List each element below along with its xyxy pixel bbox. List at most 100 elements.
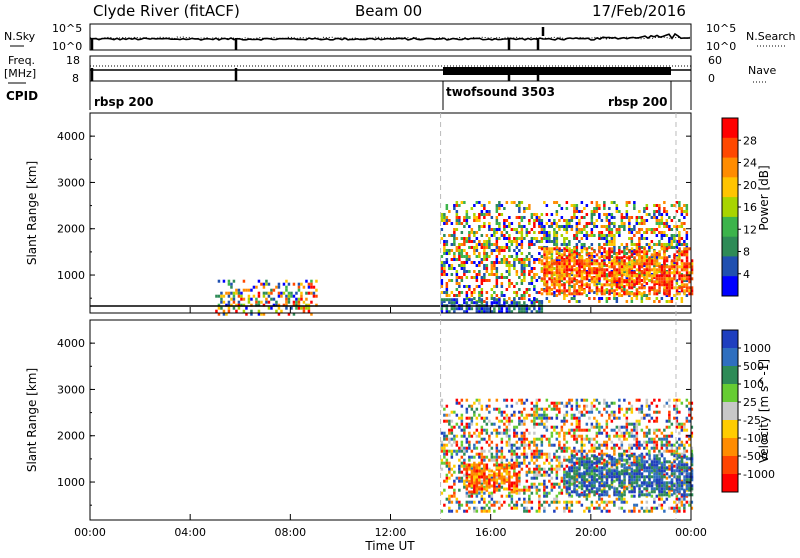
heatmap-cell — [495, 446, 499, 450]
heatmap-cell — [658, 437, 661, 441]
heatmap-cell — [498, 466, 501, 470]
heatmap-cell — [528, 509, 531, 513]
heatmap-cell — [635, 460, 639, 464]
heatmap-cell — [593, 449, 596, 453]
heatmap-cell — [610, 485, 614, 489]
heatmap-cell — [690, 277, 694, 281]
heatmap-cell — [540, 225, 544, 228]
heatmap-cell — [598, 466, 601, 470]
heatmap-cell — [683, 428, 686, 432]
heatmap-cell — [265, 291, 268, 295]
heatmap-cell — [285, 306, 288, 310]
heatmap-cell — [590, 490, 594, 494]
heatmap-cell — [598, 207, 601, 210]
heatmap-cell — [548, 440, 551, 444]
heatmap-cell — [543, 274, 546, 278]
heatmap-cell — [613, 277, 616, 281]
heatmap-cell — [450, 410, 454, 414]
heatmap-cell — [658, 478, 661, 482]
heatmap-cell — [473, 443, 476, 447]
heatmap-cell — [575, 237, 579, 240]
heatmap-cell — [478, 310, 481, 314]
heatmap-cell — [448, 437, 451, 441]
heatmap-cell — [615, 416, 619, 420]
heatmap-cell — [603, 274, 606, 278]
heatmap-cell — [673, 416, 676, 420]
heatmap-cell — [483, 204, 486, 207]
heatmap-cell — [470, 246, 474, 249]
heatmap-cell — [525, 255, 529, 258]
heatmap-cell — [598, 282, 601, 285]
heatmap-cell — [548, 461, 551, 465]
heatmap-cell — [295, 297, 298, 301]
heatmap-cell — [660, 256, 664, 260]
heatmap-cell — [480, 472, 484, 476]
heatmap-cell — [458, 291, 461, 294]
heatmap-cell — [613, 234, 616, 237]
heatmap-cell — [620, 484, 624, 488]
heatmap-cell — [630, 446, 634, 450]
heatmap-cell — [675, 246, 679, 249]
heatmap-cell — [453, 491, 456, 495]
heatmap-cell — [628, 256, 631, 260]
heatmap-cell — [515, 475, 519, 479]
heatmap-cell — [495, 298, 499, 302]
heatmap-cell — [510, 497, 514, 501]
heatmap-cell — [550, 280, 554, 284]
search-noise-trace — [89, 36, 691, 40]
heatmap-cell — [525, 464, 529, 468]
heatmap-cell — [588, 256, 591, 260]
heatmap-cell — [523, 237, 526, 240]
heatmap-cell — [633, 469, 636, 473]
heatmap-cell — [445, 243, 449, 246]
heatmap-cell — [613, 283, 616, 287]
heatmap-cell — [493, 458, 496, 462]
heatmap-cell — [675, 440, 679, 444]
heatmap-cell — [465, 422, 469, 426]
heatmap-cell — [237, 294, 241, 298]
heatmap-cell — [625, 431, 629, 435]
heatmap-cell — [465, 307, 469, 311]
heatmap-cell — [615, 475, 619, 479]
heatmap-cell — [558, 292, 561, 296]
heatmap-cell — [613, 265, 616, 269]
heatmap-cell — [605, 410, 609, 414]
colorbar-tick-label: -100 — [743, 432, 768, 445]
heatmap-cell — [573, 256, 576, 260]
heatmap-cell — [548, 300, 551, 303]
heatmap-cell — [543, 410, 546, 414]
heatmap-cell — [590, 219, 594, 222]
heatmap-cell — [575, 469, 579, 473]
heatmap-cell — [595, 253, 599, 257]
heatmap-cell — [658, 452, 661, 456]
heatmap-cell — [455, 219, 459, 222]
heatmap-cell — [540, 422, 544, 426]
heatmap-cell — [583, 475, 586, 479]
heatmap-cell — [297, 288, 301, 292]
heatmap-cell — [493, 487, 496, 491]
heatmap-cell — [665, 259, 669, 263]
heatmap-cell — [678, 252, 681, 255]
heatmap-cell — [247, 288, 251, 292]
heatmap-cell — [513, 449, 516, 453]
heatmap-cell — [473, 234, 476, 237]
heatmap-cell — [690, 268, 694, 272]
heatmap-cell — [242, 279, 246, 283]
heatmap-cell — [645, 500, 649, 504]
heatmap-cell — [625, 454, 629, 458]
heatmap-cell — [685, 475, 689, 479]
heatmap-cell — [588, 457, 591, 461]
heatmap-cell — [533, 443, 536, 447]
heatmap-cell — [483, 419, 486, 423]
heatmap-cell — [645, 460, 649, 464]
heatmap-cell — [500, 294, 504, 297]
heatmap-cell — [485, 416, 489, 420]
heatmap-cell — [458, 500, 461, 504]
heatmap-cell — [578, 300, 581, 303]
heatmap-cell — [535, 446, 539, 450]
heatmap-cell — [513, 264, 516, 267]
heatmap-cell — [545, 265, 549, 269]
heatmap-cell — [625, 469, 629, 473]
heatmap-cell — [600, 292, 604, 296]
heatmap-cell — [463, 285, 466, 288]
